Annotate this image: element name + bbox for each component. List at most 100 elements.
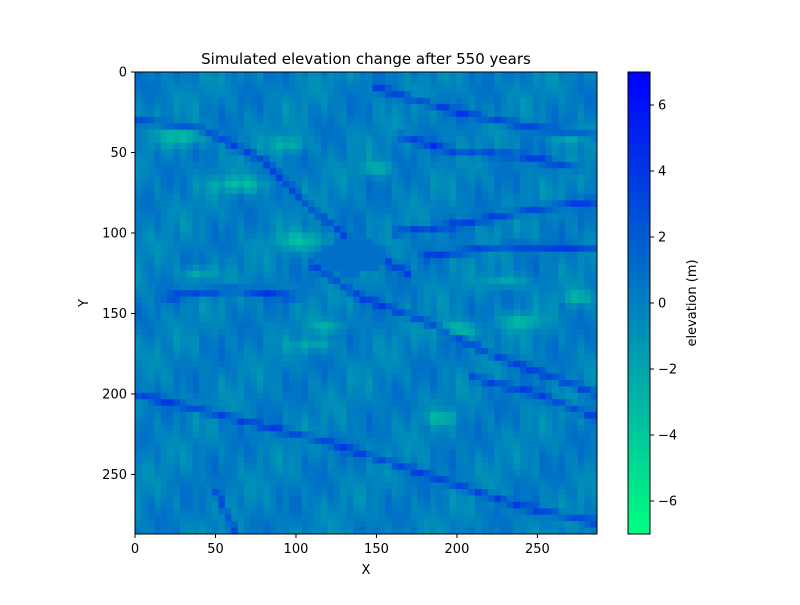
- heatmap-cell: [212, 450, 220, 458]
- heatmap-cell: [205, 219, 213, 227]
- heatmap-cell: [263, 424, 271, 432]
- heatmap-cell: [314, 277, 322, 285]
- heatmap-cell: [513, 200, 521, 208]
- heatmap-cell: [436, 437, 444, 445]
- heatmap-cell: [289, 290, 297, 298]
- heatmap-cell: [385, 367, 393, 375]
- heatmap-cell: [282, 123, 290, 131]
- heatmap-cell: [237, 104, 245, 112]
- heatmap-cell: [475, 91, 483, 99]
- heatmap-cell: [250, 174, 258, 182]
- heatmap-cell: [263, 200, 271, 208]
- heatmap-cell: [584, 501, 592, 509]
- heatmap-cell: [160, 277, 168, 285]
- heatmap-cell: [443, 245, 451, 253]
- heatmap-cell: [443, 232, 451, 240]
- heatmap-cell: [256, 354, 264, 362]
- heatmap-cell: [443, 431, 451, 439]
- heatmap-cell: [237, 303, 245, 311]
- heatmap-cell: [520, 482, 528, 490]
- heatmap-cell: [520, 258, 528, 266]
- heatmap-cell: [378, 200, 386, 208]
- heatmap-cell: [487, 116, 495, 124]
- heatmap-cell: [192, 142, 200, 150]
- heatmap-cell: [423, 72, 431, 80]
- heatmap-cell: [462, 399, 470, 407]
- heatmap-cell: [282, 251, 290, 259]
- heatmap-cell: [147, 136, 155, 144]
- heatmap-cell: [455, 386, 463, 394]
- heatmap-cell: [539, 104, 547, 112]
- heatmap-cell: [564, 508, 572, 516]
- heatmap-cell: [231, 174, 239, 182]
- heatmap-cell: [552, 482, 560, 490]
- heatmap-cell: [179, 360, 187, 368]
- heatmap-cell: [179, 129, 187, 137]
- heatmap-cell: [526, 508, 534, 516]
- heatmap-cell: [372, 155, 380, 163]
- heatmap-cell: [218, 296, 226, 304]
- heatmap-cell: [135, 251, 143, 259]
- heatmap-cell: [346, 72, 354, 80]
- heatmap-cell: [545, 322, 553, 330]
- heatmap-cell: [327, 463, 335, 471]
- heatmap-cell: [436, 136, 444, 144]
- heatmap-cell: [224, 149, 232, 157]
- heatmap-cell: [404, 482, 412, 490]
- heatmap-cell: [141, 116, 149, 124]
- heatmap-cell: [449, 142, 457, 150]
- heatmap-cell: [410, 123, 418, 131]
- heatmap-cell: [372, 489, 380, 497]
- heatmap-cell: [237, 213, 245, 221]
- heatmap-cell: [263, 367, 271, 375]
- heatmap-cell: [532, 457, 540, 465]
- heatmap-cell: [327, 277, 335, 285]
- heatmap-cell: [141, 72, 149, 80]
- heatmap-cell: [423, 142, 431, 150]
- heatmap-cell: [494, 335, 502, 343]
- heatmap-cell: [571, 290, 579, 298]
- heatmap-cell: [539, 386, 547, 394]
- heatmap-cell: [308, 232, 316, 240]
- heatmap-cell: [295, 360, 303, 368]
- heatmap-cell: [539, 78, 547, 86]
- heatmap-cell: [353, 136, 361, 144]
- heatmap-cell: [346, 328, 354, 336]
- heatmap-cell: [487, 412, 495, 420]
- heatmap-cell: [468, 463, 476, 471]
- heatmap-cell: [398, 315, 406, 323]
- heatmap-cell: [147, 322, 155, 330]
- heatmap-cell: [244, 270, 252, 278]
- heatmap-cell: [475, 174, 483, 182]
- heatmap-cell: [327, 380, 335, 388]
- heatmap-cell: [154, 245, 162, 253]
- heatmap-cell: [321, 367, 329, 375]
- heatmap-cell: [282, 206, 290, 214]
- heatmap-cell: [301, 104, 309, 112]
- heatmap-cell: [212, 354, 220, 362]
- heatmap-cell: [513, 476, 521, 484]
- heatmap-cell: [443, 264, 451, 272]
- heatmap-cell: [224, 335, 232, 343]
- heatmap-cell: [552, 116, 560, 124]
- heatmap-cell: [192, 463, 200, 471]
- heatmap-cell: [256, 174, 264, 182]
- heatmap-cell: [179, 123, 187, 131]
- heatmap-cell: [359, 129, 367, 137]
- heatmap-cell: [571, 489, 579, 497]
- heatmap-cell: [443, 219, 451, 227]
- heatmap-cell: [321, 161, 329, 169]
- heatmap-cell: [462, 193, 470, 201]
- heatmap-cell: [410, 354, 418, 362]
- heatmap-cell: [449, 91, 457, 99]
- heatmap-cell: [224, 514, 232, 522]
- heatmap-cell: [244, 347, 252, 355]
- heatmap-cell: [494, 187, 502, 195]
- heatmap-cell: [436, 469, 444, 477]
- heatmap-cell: [205, 412, 213, 420]
- heatmap-cell: [564, 123, 572, 131]
- heatmap-cell: [282, 469, 290, 477]
- heatmap-cell: [353, 104, 361, 112]
- heatmap-cell: [571, 219, 579, 227]
- heatmap-cell: [449, 303, 457, 311]
